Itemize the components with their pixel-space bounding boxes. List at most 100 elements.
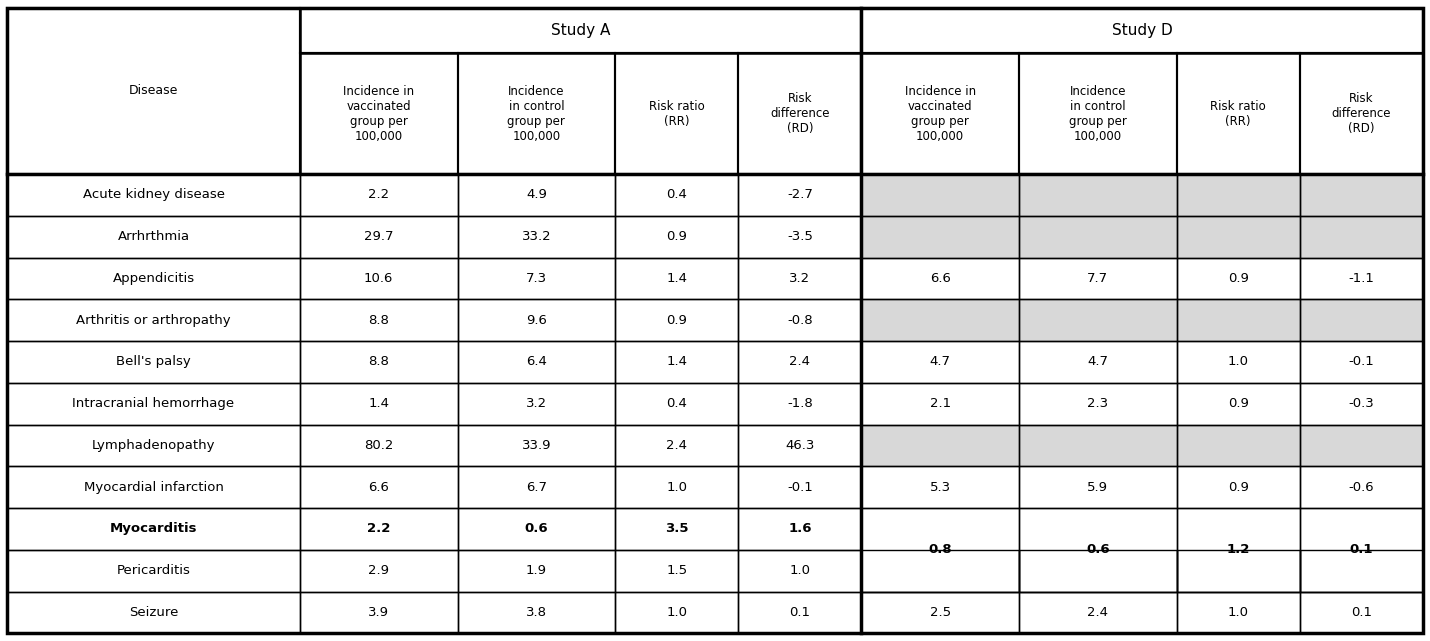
Bar: [458, 258, 615, 299]
Bar: [1300, 258, 1423, 299]
Text: 3.9: 3.9: [368, 606, 389, 619]
Bar: [7, 174, 300, 216]
Bar: [1177, 258, 1300, 299]
Text: 0.4: 0.4: [666, 188, 688, 201]
Text: 3.8: 3.8: [526, 606, 546, 619]
Text: 9.6: 9.6: [526, 313, 546, 327]
Bar: [7, 508, 300, 550]
Bar: [1177, 466, 1300, 508]
Bar: [1177, 216, 1300, 258]
Bar: [300, 299, 458, 341]
Bar: [7, 592, 300, 633]
Bar: [458, 550, 615, 592]
Bar: [1177, 424, 1300, 466]
Bar: [1177, 341, 1300, 383]
Text: Study D: Study D: [1111, 23, 1173, 38]
Bar: [300, 550, 458, 592]
Bar: [861, 383, 1020, 424]
Text: 33.2: 33.2: [522, 230, 551, 243]
Bar: [738, 174, 861, 216]
Bar: [615, 174, 738, 216]
Text: -0.6: -0.6: [1348, 481, 1374, 494]
Bar: [300, 508, 458, 550]
Bar: [7, 299, 300, 341]
Text: 2.3: 2.3: [1087, 397, 1108, 410]
Text: Risk
difference
(RD): Risk difference (RD): [1331, 92, 1391, 135]
Bar: [861, 299, 1020, 341]
Text: 6.6: 6.6: [930, 272, 951, 285]
Bar: [861, 466, 1020, 508]
Text: 6.7: 6.7: [526, 481, 546, 494]
Text: Arthritis or arthropathy: Arthritis or arthropathy: [76, 313, 230, 327]
Bar: [615, 550, 738, 592]
Bar: [7, 424, 300, 466]
Bar: [738, 383, 861, 424]
Text: 2.5: 2.5: [930, 606, 951, 619]
Bar: [1177, 53, 1300, 174]
Text: 7.3: 7.3: [526, 272, 546, 285]
Text: 33.9: 33.9: [522, 439, 551, 452]
Bar: [458, 592, 615, 633]
Text: 0.8: 0.8: [928, 544, 952, 556]
Text: 1.0: 1.0: [1228, 356, 1248, 369]
Bar: [861, 53, 1020, 174]
Bar: [300, 216, 458, 258]
Bar: [300, 53, 458, 174]
Bar: [1177, 174, 1300, 216]
Bar: [615, 299, 738, 341]
Text: Incidence
in control
group per
100,000: Incidence in control group per 100,000: [508, 85, 565, 143]
Text: -0.8: -0.8: [787, 313, 812, 327]
Bar: [7, 383, 300, 424]
Bar: [738, 424, 861, 466]
Bar: [861, 8, 1423, 53]
Bar: [615, 216, 738, 258]
Text: 10.6: 10.6: [365, 272, 393, 285]
Bar: [615, 53, 738, 174]
Text: 1.4: 1.4: [368, 397, 389, 410]
Text: -3.5: -3.5: [787, 230, 812, 243]
Bar: [7, 341, 300, 383]
Bar: [861, 424, 1020, 466]
Text: 1.2: 1.2: [1227, 544, 1250, 556]
Text: -0.3: -0.3: [1348, 397, 1374, 410]
Bar: [615, 53, 738, 174]
Bar: [458, 424, 615, 466]
Bar: [615, 592, 738, 633]
Bar: [738, 550, 861, 592]
Text: 8.8: 8.8: [369, 313, 389, 327]
Text: Study A: Study A: [551, 23, 611, 38]
Bar: [615, 174, 738, 216]
Bar: [1020, 174, 1177, 216]
Bar: [300, 174, 458, 216]
Text: 3.2: 3.2: [789, 272, 811, 285]
Bar: [458, 550, 615, 592]
Bar: [738, 299, 861, 341]
Bar: [458, 299, 615, 341]
Text: 7.7: 7.7: [1087, 272, 1108, 285]
Text: Myocardial infarction: Myocardial infarction: [83, 481, 223, 494]
Bar: [7, 8, 300, 174]
Bar: [7, 383, 300, 424]
Bar: [1300, 424, 1423, 466]
Text: 3.5: 3.5: [665, 522, 688, 535]
Text: 0.1: 0.1: [1350, 544, 1373, 556]
Text: 0.9: 0.9: [666, 230, 688, 243]
Bar: [1177, 592, 1300, 633]
Bar: [861, 383, 1020, 424]
Text: 4.9: 4.9: [526, 188, 546, 201]
Bar: [738, 341, 861, 383]
Bar: [861, 216, 1020, 258]
Bar: [458, 258, 615, 299]
Text: 0.6: 0.6: [1085, 544, 1110, 556]
Bar: [1300, 592, 1423, 633]
Bar: [1177, 550, 1300, 592]
Text: 1.0: 1.0: [1228, 606, 1248, 619]
Bar: [7, 8, 300, 174]
Text: Incidence in
vaccinated
group per
100,000: Incidence in vaccinated group per 100,00…: [343, 85, 415, 143]
Bar: [615, 258, 738, 299]
Bar: [861, 174, 1020, 216]
Bar: [1020, 466, 1177, 508]
Bar: [1020, 508, 1177, 592]
Bar: [1300, 53, 1423, 174]
Bar: [1020, 466, 1177, 508]
